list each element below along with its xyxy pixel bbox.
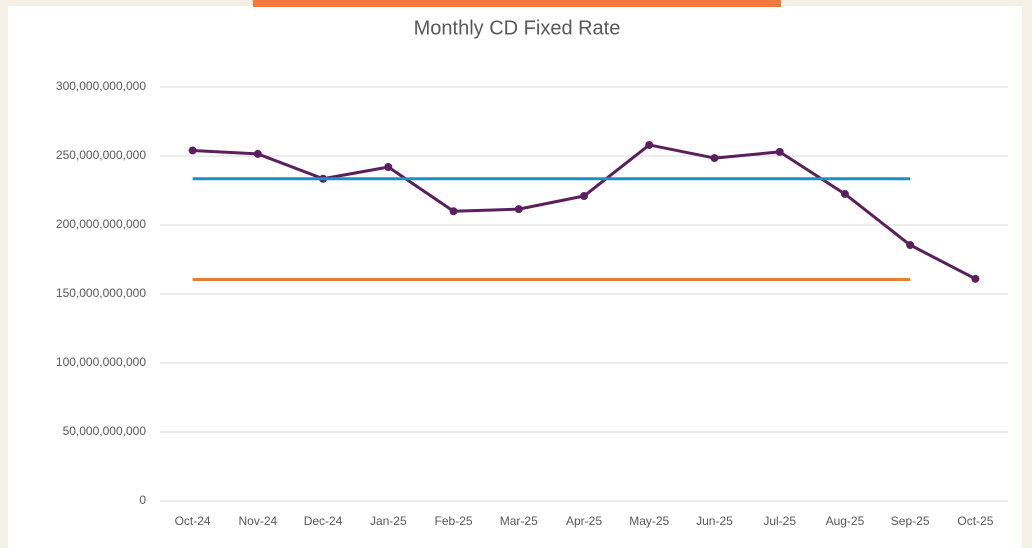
series-marker [188, 146, 197, 155]
x-tick-label: Oct-25 [957, 514, 993, 528]
series-marker [906, 241, 915, 250]
x-tick-label: Mar-25 [500, 514, 538, 528]
series-marker [580, 192, 588, 201]
y-tick-label: 100,000,000,000 [56, 355, 146, 369]
y-tick-label: 0 [139, 493, 146, 507]
x-tick-label: Apr-25 [566, 514, 602, 528]
series-marker [710, 154, 719, 163]
series-marker [971, 274, 980, 283]
series-marker [775, 147, 784, 156]
x-tick-label: Nov-24 [239, 514, 278, 528]
x-tick-label: Oct-24 [175, 514, 211, 528]
chart-area [8, 6, 1022, 548]
series-marker [253, 149, 262, 158]
series-marker [449, 207, 458, 216]
y-tick-label: 200,000,000,000 [56, 217, 146, 231]
x-tick-label: Jun-25 [696, 514, 733, 528]
y-tick-label: 300,000,000,000 [56, 79, 146, 93]
x-tick-label: Dec-24 [304, 514, 343, 528]
series-marker [840, 189, 849, 198]
x-tick-label: Feb-25 [435, 514, 473, 528]
x-tick-label: May-25 [629, 514, 669, 528]
x-tick-label: Jul-25 [763, 514, 796, 528]
x-tick-label: Jan-25 [370, 514, 407, 528]
series-marker [645, 140, 654, 149]
x-tick-label: Sep-25 [891, 514, 930, 528]
y-tick-label: 150,000,000,000 [56, 286, 146, 300]
banner [253, 0, 781, 7]
series-marker [514, 205, 523, 214]
x-tick-label: Aug-25 [826, 514, 865, 528]
series-marker [384, 163, 393, 172]
y-tick-label: 50,000,000,000 [63, 424, 147, 438]
y-tick-label: 250,000,000,000 [56, 148, 146, 162]
chart-title: Monthly CD Fixed Rate [414, 17, 621, 39]
